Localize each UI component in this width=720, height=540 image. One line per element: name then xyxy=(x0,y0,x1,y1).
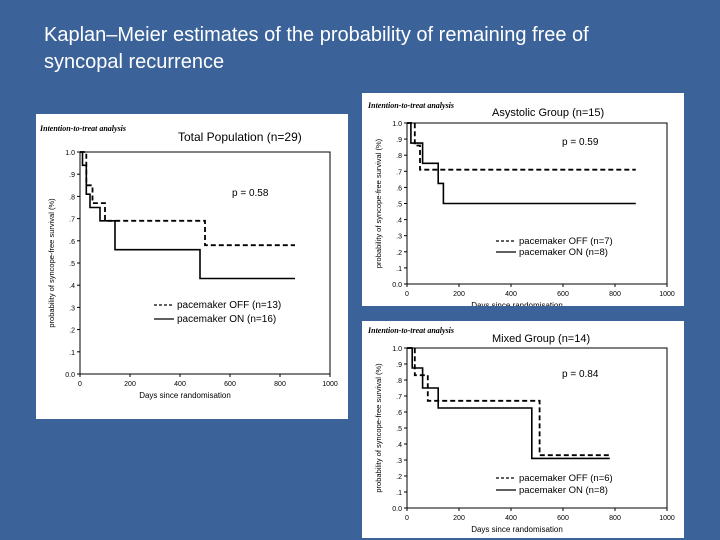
asystolic-x-tick-label: 1000 xyxy=(659,291,675,298)
total-y-tick-label: .3 xyxy=(69,305,75,312)
total-population-km-chart: Intention-to-treat analysis Total Populat… xyxy=(39,124,338,400)
asystolic-y-tick-label: 0.0 xyxy=(392,282,402,289)
asystolic-y-tick-label: .2 xyxy=(396,250,402,257)
total-p-value: p = 0.58 xyxy=(232,188,269,199)
mixed-x-axis-label: Days since randomisation xyxy=(471,525,563,534)
total-x-axis-label: Days since randomisation xyxy=(139,391,231,400)
total-y-axis-label: probability of syncope-free survival (%) xyxy=(47,198,56,328)
total-x-tick-label: 400 xyxy=(174,381,186,388)
mixed-chart-title: Mixed Group (n=14) xyxy=(492,333,590,345)
total-y-tick-label: .2 xyxy=(69,328,75,335)
asystolic-y-tick-label: .7 xyxy=(396,169,402,176)
mixed-series-pacemaker-on-line xyxy=(407,347,610,460)
asystolic-series-pacemaker-off-line xyxy=(407,122,636,171)
mixed-y-tick-label: .2 xyxy=(396,474,402,481)
asystolic-group-chart-panel: Intention-to-treat analysis Asystolic Gro… xyxy=(362,93,684,306)
total-y-tick-label: .7 xyxy=(69,217,75,224)
asystolic-legend-label: pacemaker ON (n=8) xyxy=(519,247,608,258)
mixed-x-tick-label: 400 xyxy=(505,515,517,522)
mixed-panel-label: Intention-to-treat analysis xyxy=(367,326,454,335)
mixed-y-tick-label: .3 xyxy=(396,458,402,465)
slide-title: Kaplan–Meier estimates of the probabilit… xyxy=(44,22,684,76)
mixed-y-tick-label: 1.0 xyxy=(392,346,402,353)
total-y-tick-label: .5 xyxy=(69,261,75,268)
mixed-y-axis-label: probability of syncope-free survival (%) xyxy=(374,363,383,493)
asystolic-p-value: p = 0.59 xyxy=(562,137,599,148)
asystolic-series-pacemaker-on-line xyxy=(407,122,636,205)
asystolic-y-tick-label: .4 xyxy=(396,218,402,225)
asystolic-panel-label: Intention-to-treat analysis xyxy=(367,101,454,110)
asystolic-x-axis-label: Days since randomisation xyxy=(471,301,563,306)
total-series-pacemaker-on-line xyxy=(80,151,295,280)
total-y-tick-label: .8 xyxy=(69,194,75,201)
asystolic-legend-label: pacemaker OFF (n=7) xyxy=(519,236,613,247)
total-legend-label: pacemaker ON (n=16) xyxy=(177,314,276,325)
asystolic-y-axis-label: probability of syncope-free survival (%) xyxy=(374,138,383,268)
total-y-tick-label: 0.0 xyxy=(65,372,75,379)
mixed-x-tick-label: 1000 xyxy=(659,515,675,522)
total-x-tick-label: 200 xyxy=(124,381,136,388)
mixed-x-tick-label: 600 xyxy=(557,515,569,522)
asystolic-group-km-chart: Intention-to-treat analysis Asystolic Gro… xyxy=(367,101,675,306)
total-panel-label: Intention-to-treat analysis xyxy=(39,124,126,133)
asystolic-x-tick-label: 400 xyxy=(505,291,517,298)
mixed-y-tick-label: .7 xyxy=(396,394,402,401)
mixed-y-tick-label: 0.0 xyxy=(392,506,402,513)
mixed-series-pacemaker-off-line xyxy=(407,347,610,457)
mixed-group-chart-panel: Intention-to-treat analysis Mixed Group (… xyxy=(362,321,684,538)
total-x-tick-label: 0 xyxy=(78,381,82,388)
total-x-tick-label: 1000 xyxy=(322,381,338,388)
asystolic-y-tick-label: .1 xyxy=(396,266,402,273)
asystolic-y-tick-label: .6 xyxy=(396,185,402,192)
total-y-tick-label: .4 xyxy=(69,283,75,290)
mixed-y-tick-label: .4 xyxy=(396,442,402,449)
asystolic-y-tick-label: .9 xyxy=(396,137,402,144)
asystolic-x-tick-label: 200 xyxy=(453,291,465,298)
mixed-plot-frame xyxy=(406,347,668,509)
mixed-group-km-chart: Intention-to-treat analysis Mixed Group (… xyxy=(367,326,675,534)
asystolic-x-tick-label: 600 xyxy=(557,291,569,298)
total-y-tick-label: .6 xyxy=(69,239,75,246)
mixed-legend-label: pacemaker OFF (n=6) xyxy=(519,473,613,484)
total-population-chart-panel: Intention-to-treat analysis Total Populat… xyxy=(36,114,348,419)
mixed-p-value: p = 0.84 xyxy=(562,369,599,380)
total-x-tick-label: 800 xyxy=(274,381,286,388)
total-y-tick-label: .9 xyxy=(69,172,75,179)
mixed-y-tick-label: .8 xyxy=(396,378,402,385)
asystolic-y-tick-label: .3 xyxy=(396,234,402,241)
mixed-x-tick-label: 0 xyxy=(405,515,409,522)
asystolic-x-tick-label: 0 xyxy=(405,291,409,298)
total-y-tick-label: .1 xyxy=(69,350,75,357)
asystolic-y-tick-label: .8 xyxy=(396,153,402,160)
asystolic-y-tick-label: 1.0 xyxy=(392,121,402,128)
slide-title-line-2: syncopal recurrence xyxy=(44,51,225,73)
mixed-x-tick-label: 800 xyxy=(609,515,621,522)
mixed-y-tick-label: .9 xyxy=(396,362,402,369)
mixed-legend-label: pacemaker ON (n=8) xyxy=(519,485,608,496)
asystolic-chart-title: Asystolic Group (n=15) xyxy=(492,107,604,119)
total-y-tick-label: 1.0 xyxy=(65,150,75,157)
total-chart-title: Total Population (n=29) xyxy=(178,130,302,144)
total-plot-frame xyxy=(79,151,331,375)
asystolic-x-tick-label: 800 xyxy=(609,291,621,298)
mixed-y-tick-label: .1 xyxy=(396,490,402,497)
asystolic-y-tick-label: .5 xyxy=(396,202,402,209)
mixed-x-tick-label: 200 xyxy=(453,515,465,522)
mixed-y-tick-label: .5 xyxy=(396,426,402,433)
total-legend-label: pacemaker OFF (n=13) xyxy=(177,300,281,311)
total-x-tick-label: 600 xyxy=(224,381,236,388)
mixed-y-tick-label: .6 xyxy=(396,410,402,417)
slide-title-line-1: Kaplan–Meier estimates of the probabilit… xyxy=(44,24,589,46)
